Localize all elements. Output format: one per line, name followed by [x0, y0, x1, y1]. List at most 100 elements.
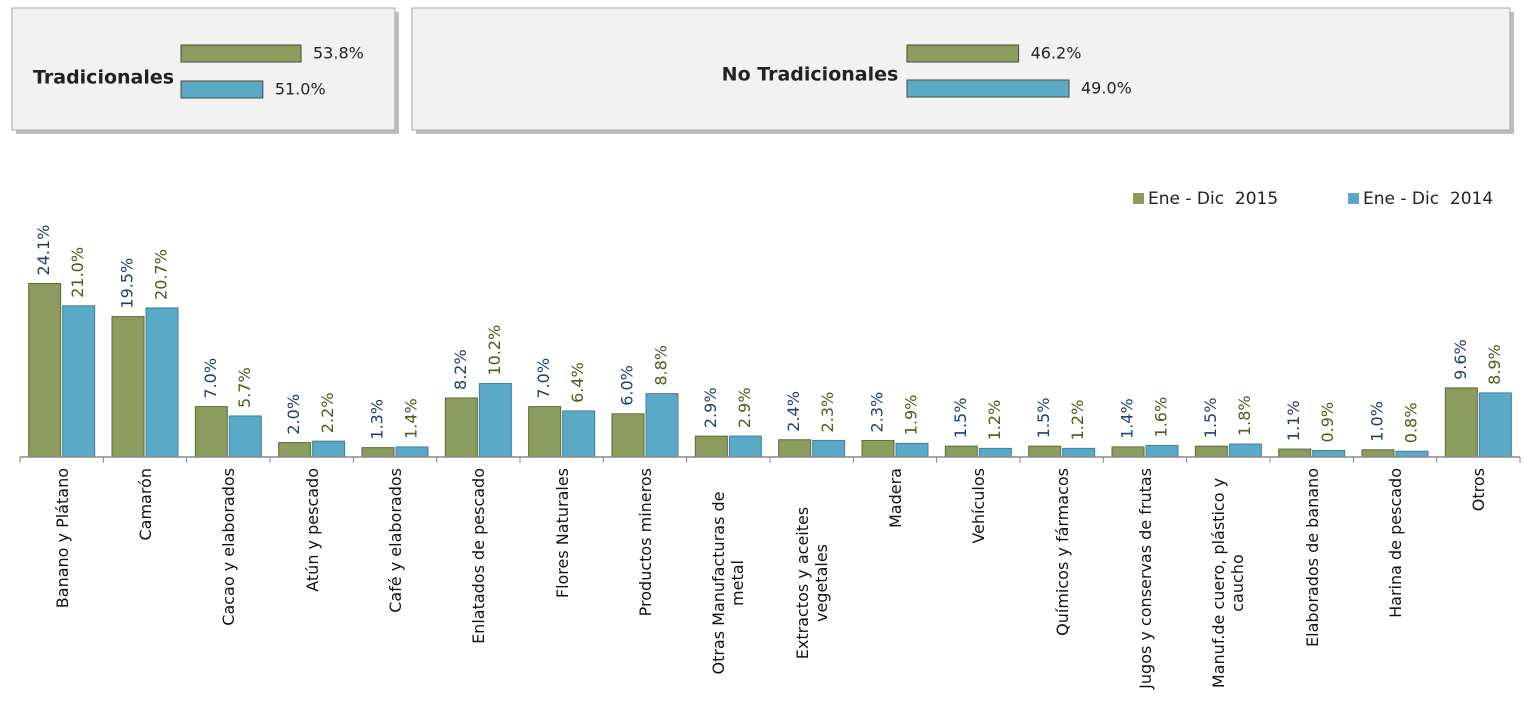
x-tick-label: Manuf.de cuero, plástico y caucho — [1204, 468, 1252, 698]
x-tick-label: Harina de pescado — [1371, 468, 1419, 698]
x-tick-text: Productos mineros — [635, 468, 655, 617]
value-label: 6.4% — [568, 362, 587, 403]
bar — [1228, 443, 1262, 458]
value-label: 1.1% — [1284, 400, 1303, 441]
x-tick-text: Café y elaborados — [385, 468, 405, 613]
bar — [62, 305, 96, 458]
value-label: 5.7% — [235, 367, 254, 408]
value-label: 1.5% — [1201, 398, 1220, 439]
panel — [11, 7, 396, 131]
bar — [895, 442, 929, 458]
x-tick-text: Jugos y conservas de frutas — [1135, 468, 1155, 689]
x-tick-text: Otras Manufacturas de metal — [709, 491, 748, 675]
panel — [411, 7, 1511, 131]
x-tick-text: Madera — [885, 468, 905, 528]
bar — [1111, 446, 1145, 458]
x-tick-label: Jugos y conservas de frutas — [1121, 468, 1169, 698]
value-label: 19.5% — [118, 258, 137, 309]
value-label: 2.3% — [818, 392, 837, 433]
bar — [812, 439, 846, 458]
bar — [444, 397, 478, 458]
value-label: 51.0% — [275, 80, 326, 99]
bar — [778, 439, 812, 458]
legend-label: Ene - Dic 2014 — [1363, 189, 1493, 209]
x-tick-label: Atún y pescado — [288, 468, 336, 698]
x-tick-label: Flores Naturales — [538, 468, 586, 698]
x-tick-text: Manuf.de cuero, plástico y caucho — [1209, 477, 1248, 689]
value-label: 53.8% — [313, 44, 364, 63]
value-label: 8.2% — [451, 349, 470, 390]
legend-swatch — [1348, 193, 1359, 204]
bar — [180, 80, 264, 99]
bar — [180, 44, 302, 63]
bar — [694, 435, 728, 458]
x-tick-label: Banano y Plátano — [38, 468, 86, 698]
value-label: 2.4% — [784, 391, 803, 432]
x-tick-label: Elaborados de banano — [1288, 468, 1336, 698]
bar — [528, 406, 562, 458]
panel-title: Tradicionales — [33, 67, 174, 89]
value-label: 2.0% — [284, 394, 303, 435]
value-label: 0.8% — [1402, 403, 1421, 444]
bar — [861, 439, 895, 458]
bar — [978, 447, 1012, 458]
value-label: 46.2% — [1031, 44, 1082, 63]
panel-title: No Tradicionales — [722, 64, 899, 86]
value-label: 1.4% — [402, 398, 421, 439]
bar — [1395, 450, 1429, 458]
x-tick-label: Productos mineros — [621, 468, 669, 698]
x-tick-text: Químicos y fármacos — [1052, 468, 1072, 636]
bar — [478, 383, 512, 458]
x-tick-text: Flores Naturales — [552, 468, 572, 599]
bar — [312, 440, 346, 458]
value-label: 9.6% — [1451, 339, 1470, 380]
x-tick-text: Extractos y aceites vegetales — [792, 506, 831, 660]
x-tick-label: Otras Manufacturas de metal — [704, 468, 752, 698]
bar — [361, 447, 395, 458]
x-tick-text: Elaborados de banano — [1302, 468, 1322, 647]
value-label: 1.9% — [902, 395, 921, 436]
bar — [145, 307, 179, 458]
x-tick-label: Otros — [1454, 468, 1502, 698]
bar — [728, 435, 762, 458]
value-label: 2.2% — [318, 393, 337, 434]
x-tick-text: Banano y Plátano — [52, 468, 72, 609]
x-tick-label: Cacao y elaborados — [204, 468, 252, 698]
bar — [906, 79, 1070, 98]
value-label: 7.0% — [201, 358, 220, 399]
bar — [1194, 445, 1228, 458]
x-tick-text: Vehículos — [968, 468, 988, 544]
bar — [944, 445, 978, 458]
value-label: 20.7% — [152, 249, 171, 300]
value-label: 1.3% — [368, 399, 387, 440]
value-label: 8.8% — [652, 345, 671, 386]
bar — [1444, 387, 1478, 458]
value-label: 8.9% — [1485, 344, 1504, 385]
bar — [1478, 392, 1512, 458]
bar — [645, 393, 679, 458]
value-label: 1.2% — [985, 400, 1004, 441]
bar — [906, 44, 1020, 63]
value-label: 6.0% — [618, 365, 637, 406]
legend-label: Ene - Dic 2015 — [1148, 189, 1278, 209]
bar — [395, 446, 429, 458]
bar — [228, 415, 262, 458]
value-label: 1.5% — [951, 398, 970, 439]
value-label: 2.9% — [701, 387, 720, 428]
x-tick-label: Enlatados de pescado — [454, 468, 502, 698]
value-label: 1.4% — [1118, 398, 1137, 439]
bar — [562, 410, 596, 458]
bar — [611, 413, 645, 458]
bar — [111, 316, 145, 458]
x-tick-label: Camarón — [121, 468, 169, 698]
bar — [278, 442, 312, 458]
x-tick-text: Harina de pescado — [1385, 468, 1405, 618]
x-tick-label: Extractos y aceites vegetales — [788, 468, 836, 698]
value-label: 21.0% — [68, 247, 87, 298]
value-label: 24.1% — [34, 225, 53, 276]
value-label: 0.9% — [1318, 402, 1337, 443]
x-tick-text: Atún y pescado — [302, 468, 322, 592]
bar — [1028, 445, 1062, 458]
